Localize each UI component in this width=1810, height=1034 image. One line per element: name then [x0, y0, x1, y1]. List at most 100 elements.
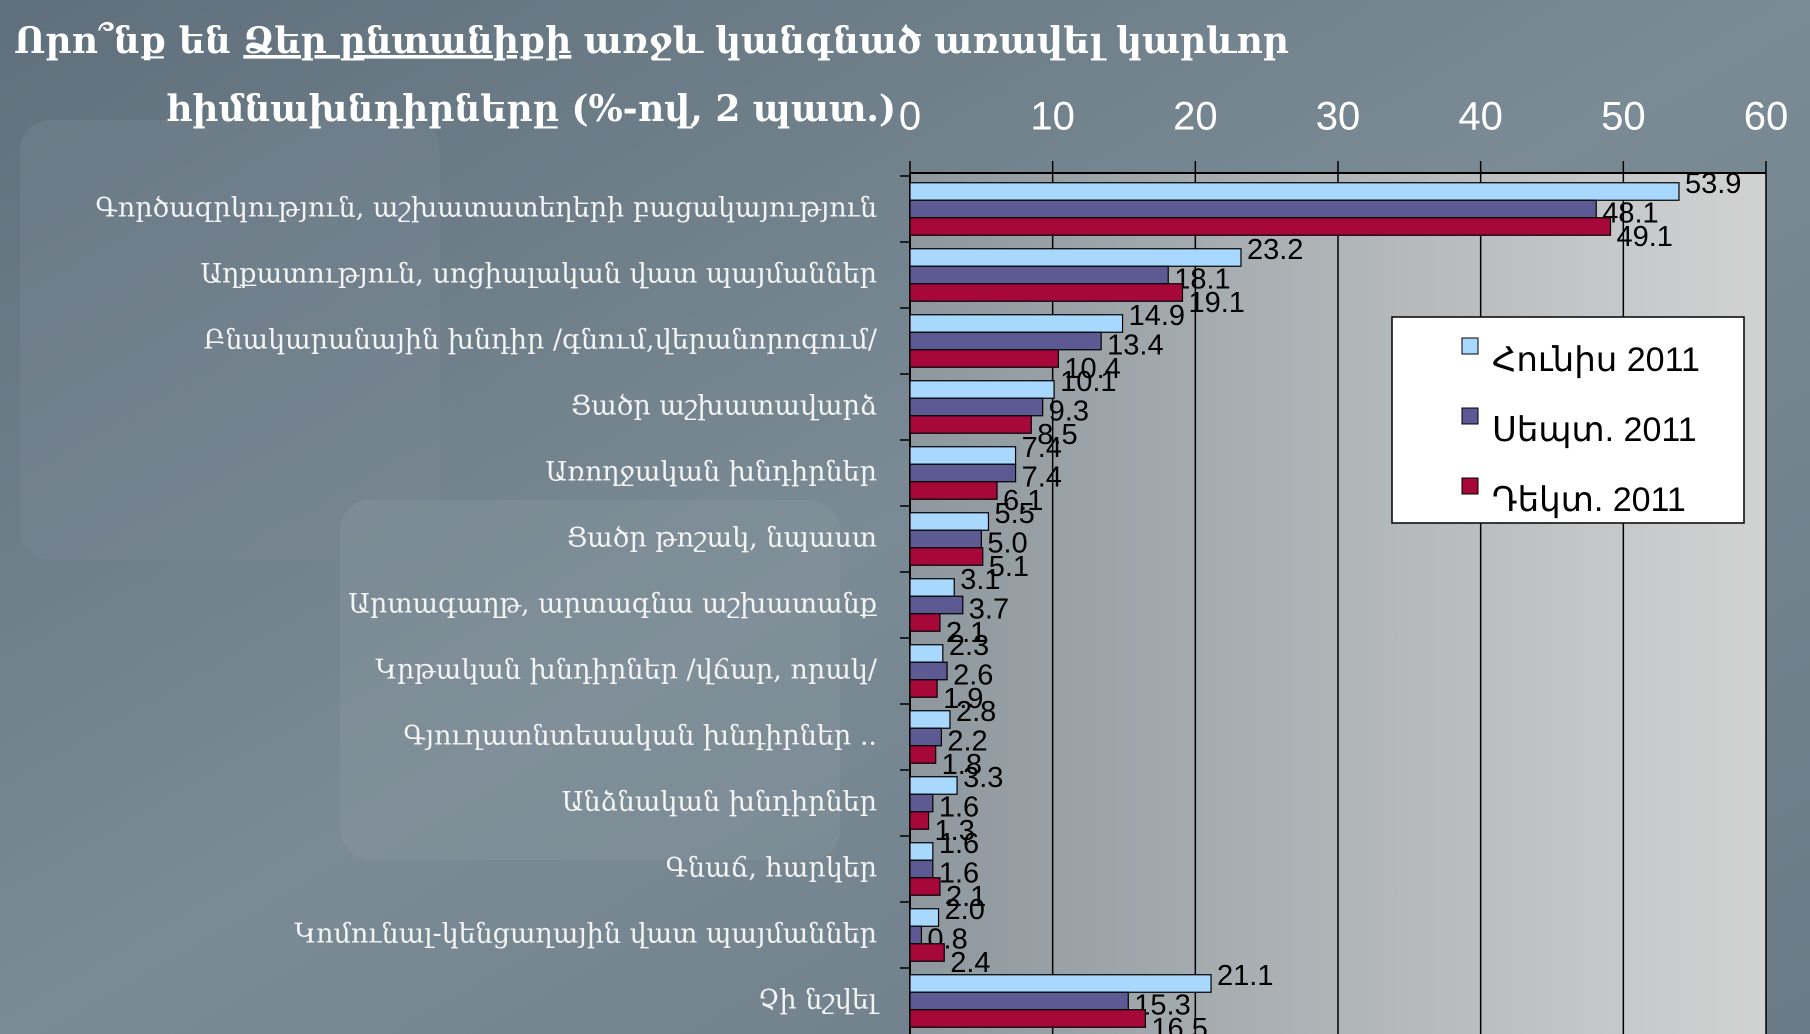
bar [909, 776, 958, 795]
data-label: 8.5 [1037, 419, 1077, 451]
y-tick-label: Կոմունալ-կենցաղային վատ պայմաններ [294, 919, 877, 950]
bar [909, 908, 940, 927]
bar [909, 283, 1184, 302]
legend-label: Դեկտ. 2011 [1492, 481, 1686, 519]
legend-box [1391, 316, 1745, 524]
bar [909, 529, 982, 549]
y-tick-label: Գործազրկություն, աշխատատեղերի բացակայութ… [95, 193, 877, 224]
data-label: 19.1 [1188, 287, 1244, 319]
chart-title: հիմնախնդիրները (%-ով, 2 պատ.) [166, 88, 896, 130]
bar [909, 727, 942, 747]
bar [909, 415, 1032, 434]
data-label: 16.5 [1151, 1013, 1207, 1034]
bar [909, 943, 945, 962]
legend-swatch [1461, 407, 1479, 425]
data-label: 5.5 [994, 498, 1034, 530]
bar [909, 199, 1597, 219]
data-label: 10.1 [1060, 366, 1116, 398]
bar [909, 811, 930, 830]
data-label: 21.1 [1217, 960, 1273, 992]
bar [909, 481, 998, 500]
bar [909, 380, 1055, 399]
y-tick-label: Անձնական խնդիրներ [562, 787, 877, 818]
title-part: առջև կանգնած առավել կարևոր [584, 20, 1289, 62]
y-tick-label: Ցածր աշխատավարձ [571, 391, 877, 422]
y-tick-label: Ցածր թոշակ, նպաստ [567, 523, 877, 554]
bar [909, 644, 944, 663]
bar [909, 446, 1017, 465]
bar [909, 314, 1124, 333]
y-tick-label: Գնաճ, հարկեր [666, 853, 877, 884]
bar [909, 877, 941, 896]
data-label: 2.4 [950, 947, 990, 979]
x-tick-label: 0 [899, 95, 921, 139]
data-label: 2.0 [945, 894, 985, 926]
y-tick-label: Արտագաղթ, արտագնա աշխատանք [348, 589, 877, 620]
x-tick-label: 30 [1316, 95, 1361, 139]
y-tick-label: Կրթական խնդիրներ /վճար, որակ/ [375, 655, 878, 686]
bar [909, 925, 923, 945]
bar [909, 182, 1680, 201]
bar [909, 710, 951, 729]
bar [909, 613, 941, 632]
x-tick-label: 10 [1030, 95, 1075, 139]
y-tick-label: Աղքատություն, սոցիալական վատ պայմաններ [200, 259, 877, 290]
bar [909, 859, 934, 879]
data-label: 2.6 [953, 660, 993, 692]
y-tick-label: Գյուղատնտեսական խնդիրներ .. [403, 721, 877, 752]
x-tick-label: 50 [1601, 95, 1646, 139]
y-tick-label: Բնակարանային խնդիր /գնում,վերանորոգում/ [203, 325, 877, 356]
bar [909, 595, 964, 615]
y-tick-label: Չի նշվել [758, 985, 880, 1016]
data-label: 14.9 [1129, 300, 1185, 332]
data-label: 18.1 [1174, 264, 1230, 296]
data-label: 2.1 [946, 617, 986, 649]
data-label: 1.6 [939, 792, 979, 824]
bar [909, 578, 955, 597]
data-label: 3.1 [960, 564, 1000, 596]
x-tick-label: 40 [1458, 95, 1503, 139]
bar [909, 745, 937, 764]
data-label: 1.6 [939, 858, 979, 890]
data-label: 2.1 [946, 881, 986, 913]
data-label: 1.6 [939, 828, 979, 860]
data-label: 7.4 [1022, 462, 1062, 494]
data-label: 3.3 [963, 762, 1003, 794]
decor [340, 500, 840, 860]
legend-label: Հունիս 2011 [1492, 341, 1700, 379]
bar [909, 1009, 1146, 1028]
bar [909, 397, 1044, 417]
bar [909, 512, 990, 531]
title-part: Որո՞նք են [14, 20, 231, 62]
data-label: 3.7 [969, 594, 1009, 626]
bar [909, 842, 934, 861]
bar [909, 547, 984, 566]
bar [909, 349, 1059, 368]
bar [909, 217, 1612, 236]
data-label: 1.3 [935, 815, 975, 847]
y-tick-label: Առողջական խնդիրներ [545, 457, 877, 488]
chart-title: Որո՞նք են Ձեր ընտանիքի առջև կանգնած առավ… [14, 20, 1289, 62]
data-label: 7.4 [1022, 432, 1062, 464]
decor [20, 120, 440, 560]
data-label: 1.9 [943, 683, 983, 715]
data-label: 2.3 [949, 630, 989, 662]
data-label: 6.1 [1003, 485, 1043, 517]
legend-label: Սեպտ. 2011 [1492, 411, 1697, 449]
bar [909, 331, 1102, 351]
title-part: Ձեր ընտանիքի [243, 20, 571, 62]
bar [909, 265, 1169, 285]
data-label: 13.4 [1107, 330, 1163, 362]
data-label: 2.8 [956, 696, 996, 728]
data-label: 5.0 [987, 528, 1027, 560]
x-tick-label: 20 [1173, 95, 1218, 139]
bar [909, 679, 938, 698]
data-label: 1.8 [942, 749, 982, 781]
bar [909, 661, 948, 681]
data-label: 49.1 [1616, 221, 1672, 253]
bar [909, 793, 934, 813]
data-label: 2.2 [947, 726, 987, 758]
bar [909, 991, 1129, 1011]
data-label: 9.3 [1049, 396, 1089, 428]
